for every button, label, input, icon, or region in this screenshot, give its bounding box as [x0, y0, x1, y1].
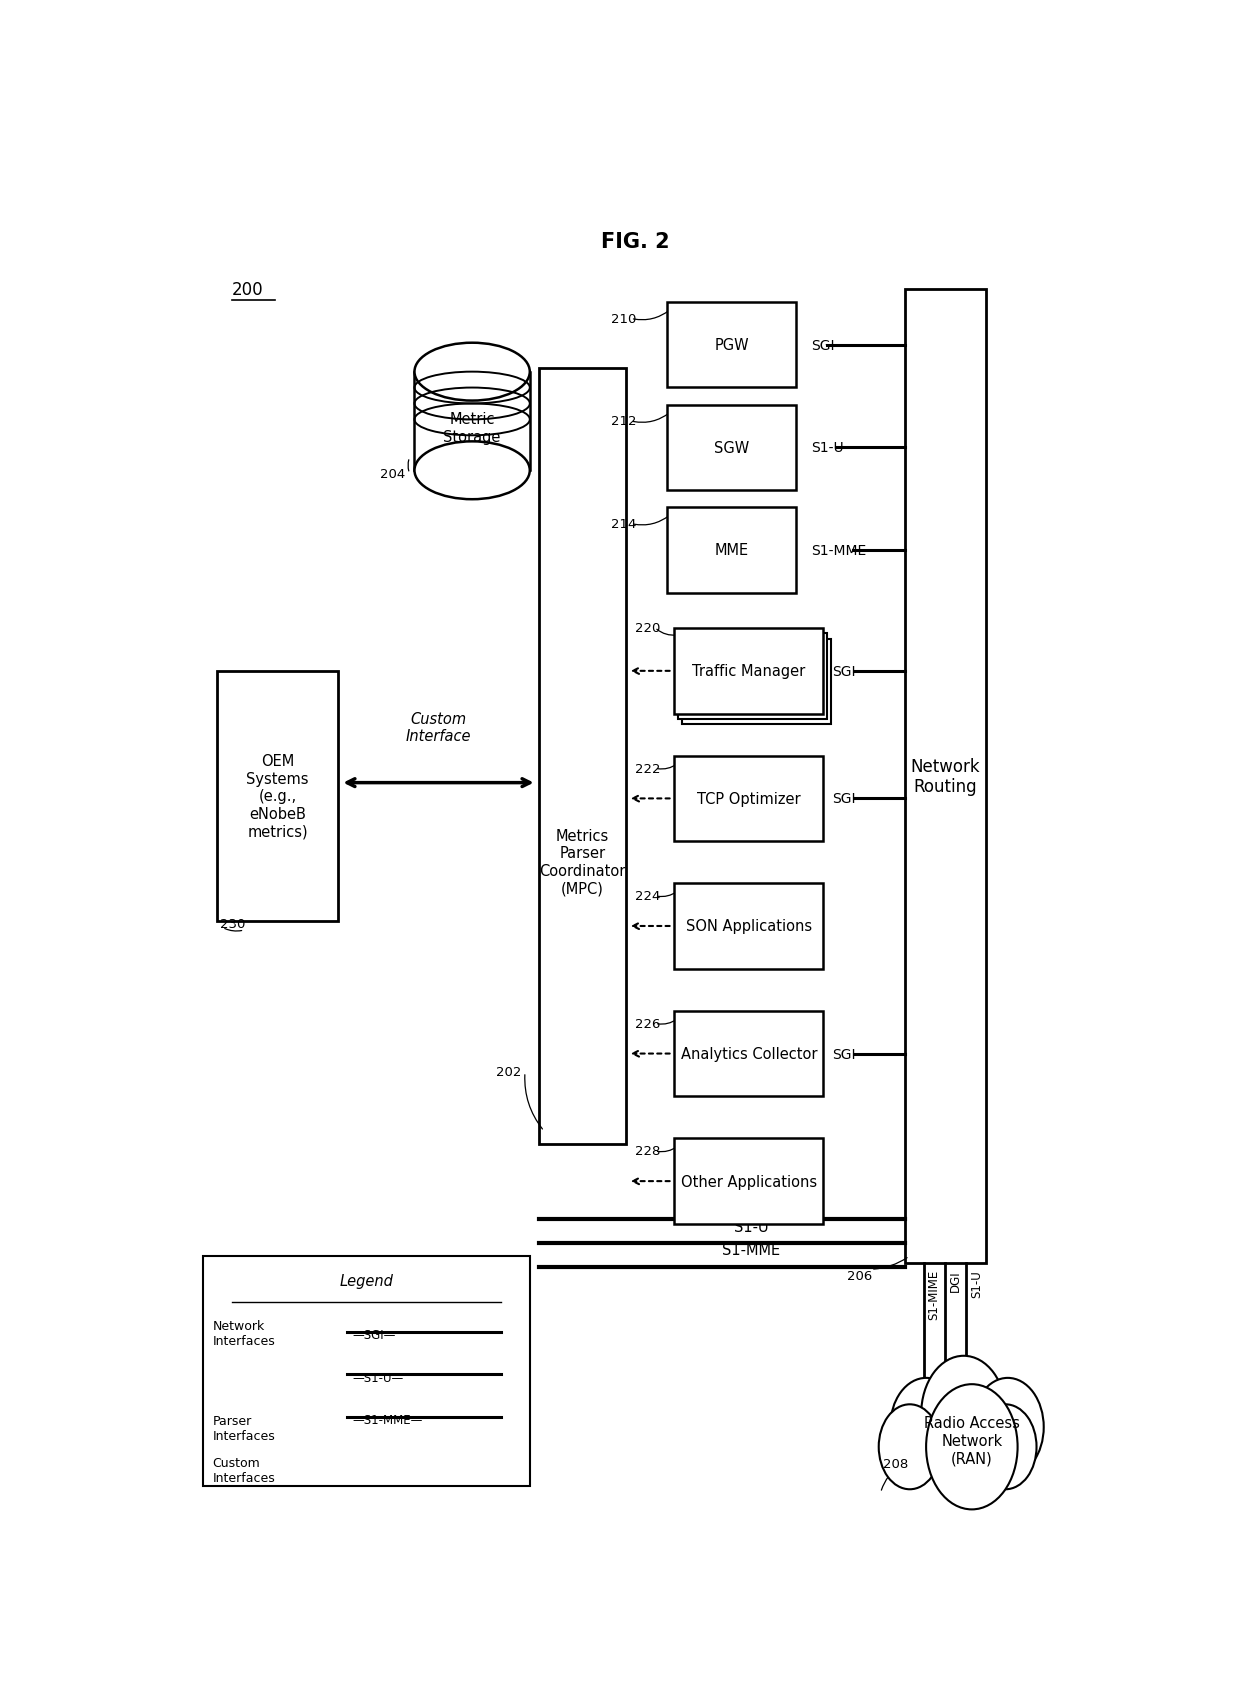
Text: Other Applications: Other Applications — [681, 1174, 817, 1190]
FancyBboxPatch shape — [675, 1139, 823, 1224]
Text: SGI: SGI — [832, 792, 856, 806]
Text: Custom
Interfaces: Custom Interfaces — [213, 1456, 275, 1483]
Text: S1-U: S1-U — [734, 1219, 768, 1234]
Text: —S1-U—: —S1-U— — [352, 1371, 403, 1384]
Circle shape — [926, 1384, 1018, 1509]
Text: 212: 212 — [611, 415, 637, 428]
Text: 204: 204 — [379, 468, 404, 481]
FancyBboxPatch shape — [414, 372, 529, 471]
Text: S1-MME: S1-MME — [722, 1243, 780, 1258]
Text: 210: 210 — [611, 312, 637, 326]
Text: 206: 206 — [847, 1270, 872, 1282]
Text: Network
Routing: Network Routing — [910, 758, 981, 795]
FancyBboxPatch shape — [903, 1430, 1040, 1465]
Text: OEM
Systems
(e.g.,
eNobeB
metrics): OEM Systems (e.g., eNobeB metrics) — [247, 754, 309, 838]
Circle shape — [972, 1378, 1044, 1477]
Text: Legend: Legend — [340, 1273, 393, 1289]
FancyBboxPatch shape — [667, 405, 796, 490]
Text: S1-MME: S1-MME — [811, 543, 867, 558]
Text: Parser
Interfaces: Parser Interfaces — [213, 1413, 275, 1442]
Text: Traffic Manager: Traffic Manager — [692, 664, 806, 679]
FancyBboxPatch shape — [675, 628, 823, 714]
Text: PGW: PGW — [714, 338, 749, 353]
Text: S1-U: S1-U — [970, 1270, 983, 1297]
Text: 214: 214 — [611, 517, 637, 531]
Text: —SGI—: —SGI— — [352, 1328, 396, 1342]
FancyBboxPatch shape — [905, 290, 986, 1263]
Text: SGW: SGW — [714, 440, 749, 456]
Circle shape — [879, 1405, 941, 1490]
Text: Radio Access
Network
(RAN): Radio Access Network (RAN) — [924, 1415, 1019, 1465]
Text: 224: 224 — [635, 889, 661, 903]
FancyBboxPatch shape — [539, 369, 626, 1145]
Text: 230: 230 — [221, 917, 246, 930]
Text: Metrics
Parser
Coordinator
(MPC): Metrics Parser Coordinator (MPC) — [539, 828, 626, 896]
FancyBboxPatch shape — [675, 756, 823, 842]
Text: Network
Interfaces: Network Interfaces — [213, 1320, 275, 1347]
Ellipse shape — [414, 343, 529, 401]
Text: 200: 200 — [232, 282, 264, 299]
FancyBboxPatch shape — [678, 633, 827, 719]
Circle shape — [890, 1378, 962, 1477]
Text: SGI: SGI — [832, 664, 856, 678]
FancyBboxPatch shape — [667, 507, 796, 594]
Circle shape — [975, 1405, 1037, 1490]
Text: SON Applications: SON Applications — [686, 918, 812, 934]
FancyBboxPatch shape — [203, 1256, 529, 1487]
FancyBboxPatch shape — [675, 1011, 823, 1096]
Text: 222: 222 — [635, 763, 661, 775]
Text: S1-MIME: S1-MIME — [928, 1270, 941, 1320]
Text: SGI: SGI — [738, 1195, 764, 1210]
FancyBboxPatch shape — [667, 302, 796, 387]
Text: MME: MME — [714, 543, 749, 558]
Text: Custom
Interface: Custom Interface — [405, 712, 471, 744]
Ellipse shape — [414, 442, 529, 500]
Text: 228: 228 — [635, 1145, 661, 1157]
FancyBboxPatch shape — [675, 884, 823, 970]
Text: 202: 202 — [496, 1065, 522, 1079]
Text: DGI: DGI — [949, 1270, 962, 1290]
Circle shape — [921, 1355, 1006, 1471]
Text: —S1-MME—: —S1-MME— — [352, 1413, 423, 1425]
Text: SGI: SGI — [811, 338, 835, 352]
Text: 226: 226 — [635, 1017, 661, 1031]
Text: Analytics Collector: Analytics Collector — [681, 1046, 817, 1062]
Text: FIG. 2: FIG. 2 — [601, 232, 670, 251]
Text: 220: 220 — [635, 621, 661, 635]
FancyBboxPatch shape — [217, 671, 337, 922]
Text: SGI: SGI — [832, 1046, 856, 1062]
Text: S1-U: S1-U — [811, 440, 844, 456]
Text: 208: 208 — [883, 1458, 909, 1470]
Text: Metric
Storage: Metric Storage — [444, 411, 501, 444]
Text: TCP Optimizer: TCP Optimizer — [697, 792, 801, 806]
FancyBboxPatch shape — [682, 638, 831, 725]
